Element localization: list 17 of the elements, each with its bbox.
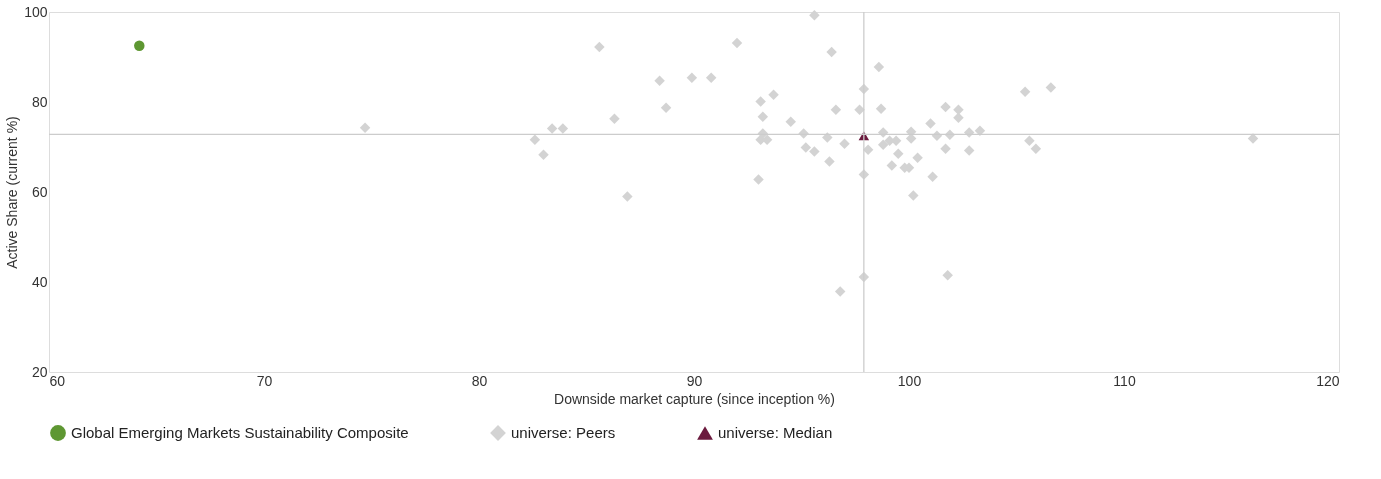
y-axis-title: Active Share (current %)	[4, 116, 21, 269]
legend-label: universe: Peers	[511, 424, 616, 441]
legend-label: Global Emerging Markets Sustainability Composite	[71, 424, 409, 441]
y-tick-label: 60	[31, 183, 48, 200]
x-axis-title: Downside market capture (since inception %)	[554, 390, 835, 407]
legend-label: universe: Median	[718, 424, 833, 441]
x-tick-label: 70	[256, 372, 273, 389]
y-tick-label: 40	[31, 273, 48, 290]
x-tick-label: 60	[49, 372, 66, 389]
x-tick-label: 90	[686, 372, 703, 389]
x-tick-label: 100	[897, 372, 922, 389]
x-tick-label: 80	[471, 372, 488, 389]
y-tick-label: 20	[31, 363, 48, 380]
y-tick-label: 100	[24, 3, 48, 20]
y-tick-label: 80	[31, 93, 48, 110]
x-tick-label: 120	[1316, 372, 1340, 389]
x-tick-label: 110	[1113, 372, 1136, 389]
